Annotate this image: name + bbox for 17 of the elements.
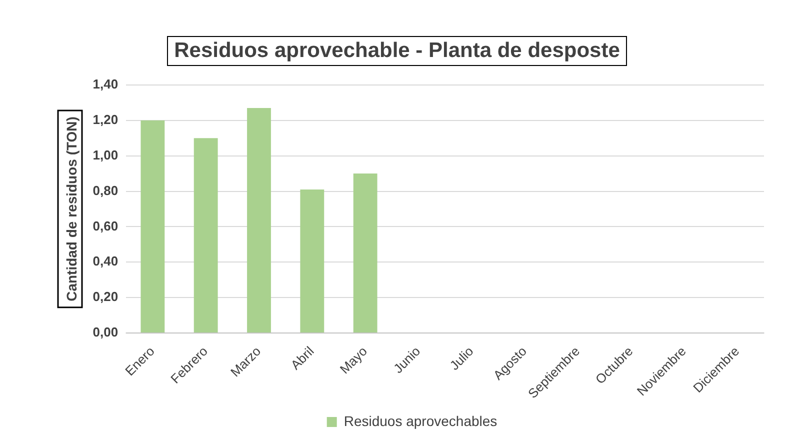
y-tick-label: 0,00 xyxy=(92,324,118,340)
bar xyxy=(300,190,324,332)
y-tick-label: 0,20 xyxy=(92,289,118,304)
y-tick-label: 1,20 xyxy=(92,112,118,127)
y-tick-label: 0,80 xyxy=(92,182,118,198)
y-tick-label: 1,00 xyxy=(92,147,118,162)
x-tick-label: Julio xyxy=(446,344,476,374)
bar xyxy=(194,138,218,332)
y-tick-label: 1,40 xyxy=(92,76,118,92)
bar xyxy=(353,174,378,332)
y-tick-label: 0,60 xyxy=(92,218,118,234)
legend-label: Residuos aprovechables xyxy=(344,412,498,429)
bar xyxy=(140,120,165,332)
bar xyxy=(247,108,271,332)
y-axis-title: Cantidad de residuos (TON) xyxy=(63,116,80,302)
chart-title: Residuos aprovechable - Planta de desposte xyxy=(167,36,627,66)
y-tick-label: 0,40 xyxy=(92,254,118,269)
